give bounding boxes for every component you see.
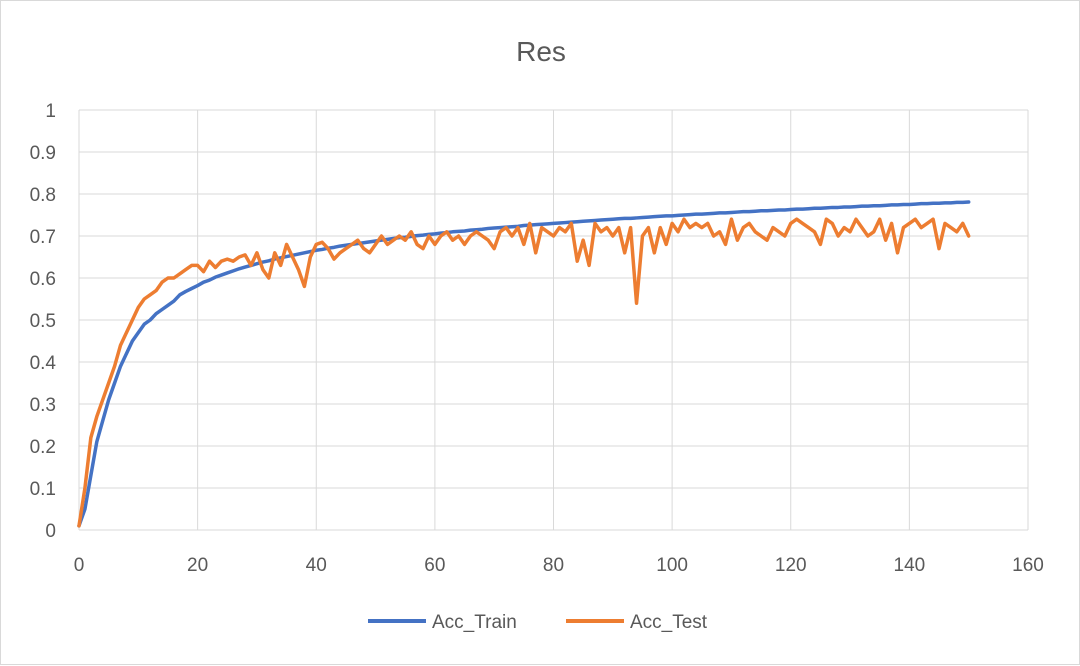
x-tick-label-6: 120 <box>775 555 807 576</box>
series-line-acc-train <box>77 200 971 528</box>
gridlines <box>78 109 1029 531</box>
x-tick-label-3: 60 <box>424 555 445 576</box>
x-tick-label-7: 140 <box>894 555 926 576</box>
legend-label-acc-test: Acc_Test <box>630 612 708 633</box>
y-tick-label-2: 0.2 <box>30 437 56 458</box>
chart-title: Res <box>516 36 566 67</box>
x-tick-label-0: 0 <box>74 555 85 576</box>
series-lines <box>77 200 971 528</box>
x-axis-tick-labels: 0 20 40 60 80 100 120 140 160 <box>74 555 1044 576</box>
x-tick-label-4: 80 <box>543 555 564 576</box>
y-tick-label-0: 0 <box>45 521 56 542</box>
y-tick-label-4: 0.4 <box>30 353 57 374</box>
x-tick-label-2: 40 <box>306 555 327 576</box>
y-tick-label-1: 0.1 <box>30 479 56 500</box>
y-tick-label-9: 0.9 <box>30 143 56 164</box>
legend: Acc_Train Acc_Test <box>368 612 708 633</box>
y-axis-tick-labels: 0 0.1 0.2 0.3 0.4 0.5 0.6 0.7 0.8 0.9 1 <box>30 101 57 542</box>
y-tick-label-8: 0.8 <box>30 185 56 206</box>
y-tick-label-5: 0.5 <box>30 311 56 332</box>
series-line-acc-test <box>77 217 971 528</box>
legend-label-acc-train: Acc_Train <box>432 612 517 633</box>
y-tick-label-10: 1 <box>45 101 56 122</box>
y-tick-label-7: 0.7 <box>30 227 56 248</box>
y-tick-label-6: 0.6 <box>30 269 56 290</box>
y-tick-label-3: 0.3 <box>30 395 56 416</box>
x-tick-label-5: 100 <box>656 555 688 576</box>
x-tick-label-8: 160 <box>1012 555 1044 576</box>
x-tick-label-1: 20 <box>187 555 208 576</box>
